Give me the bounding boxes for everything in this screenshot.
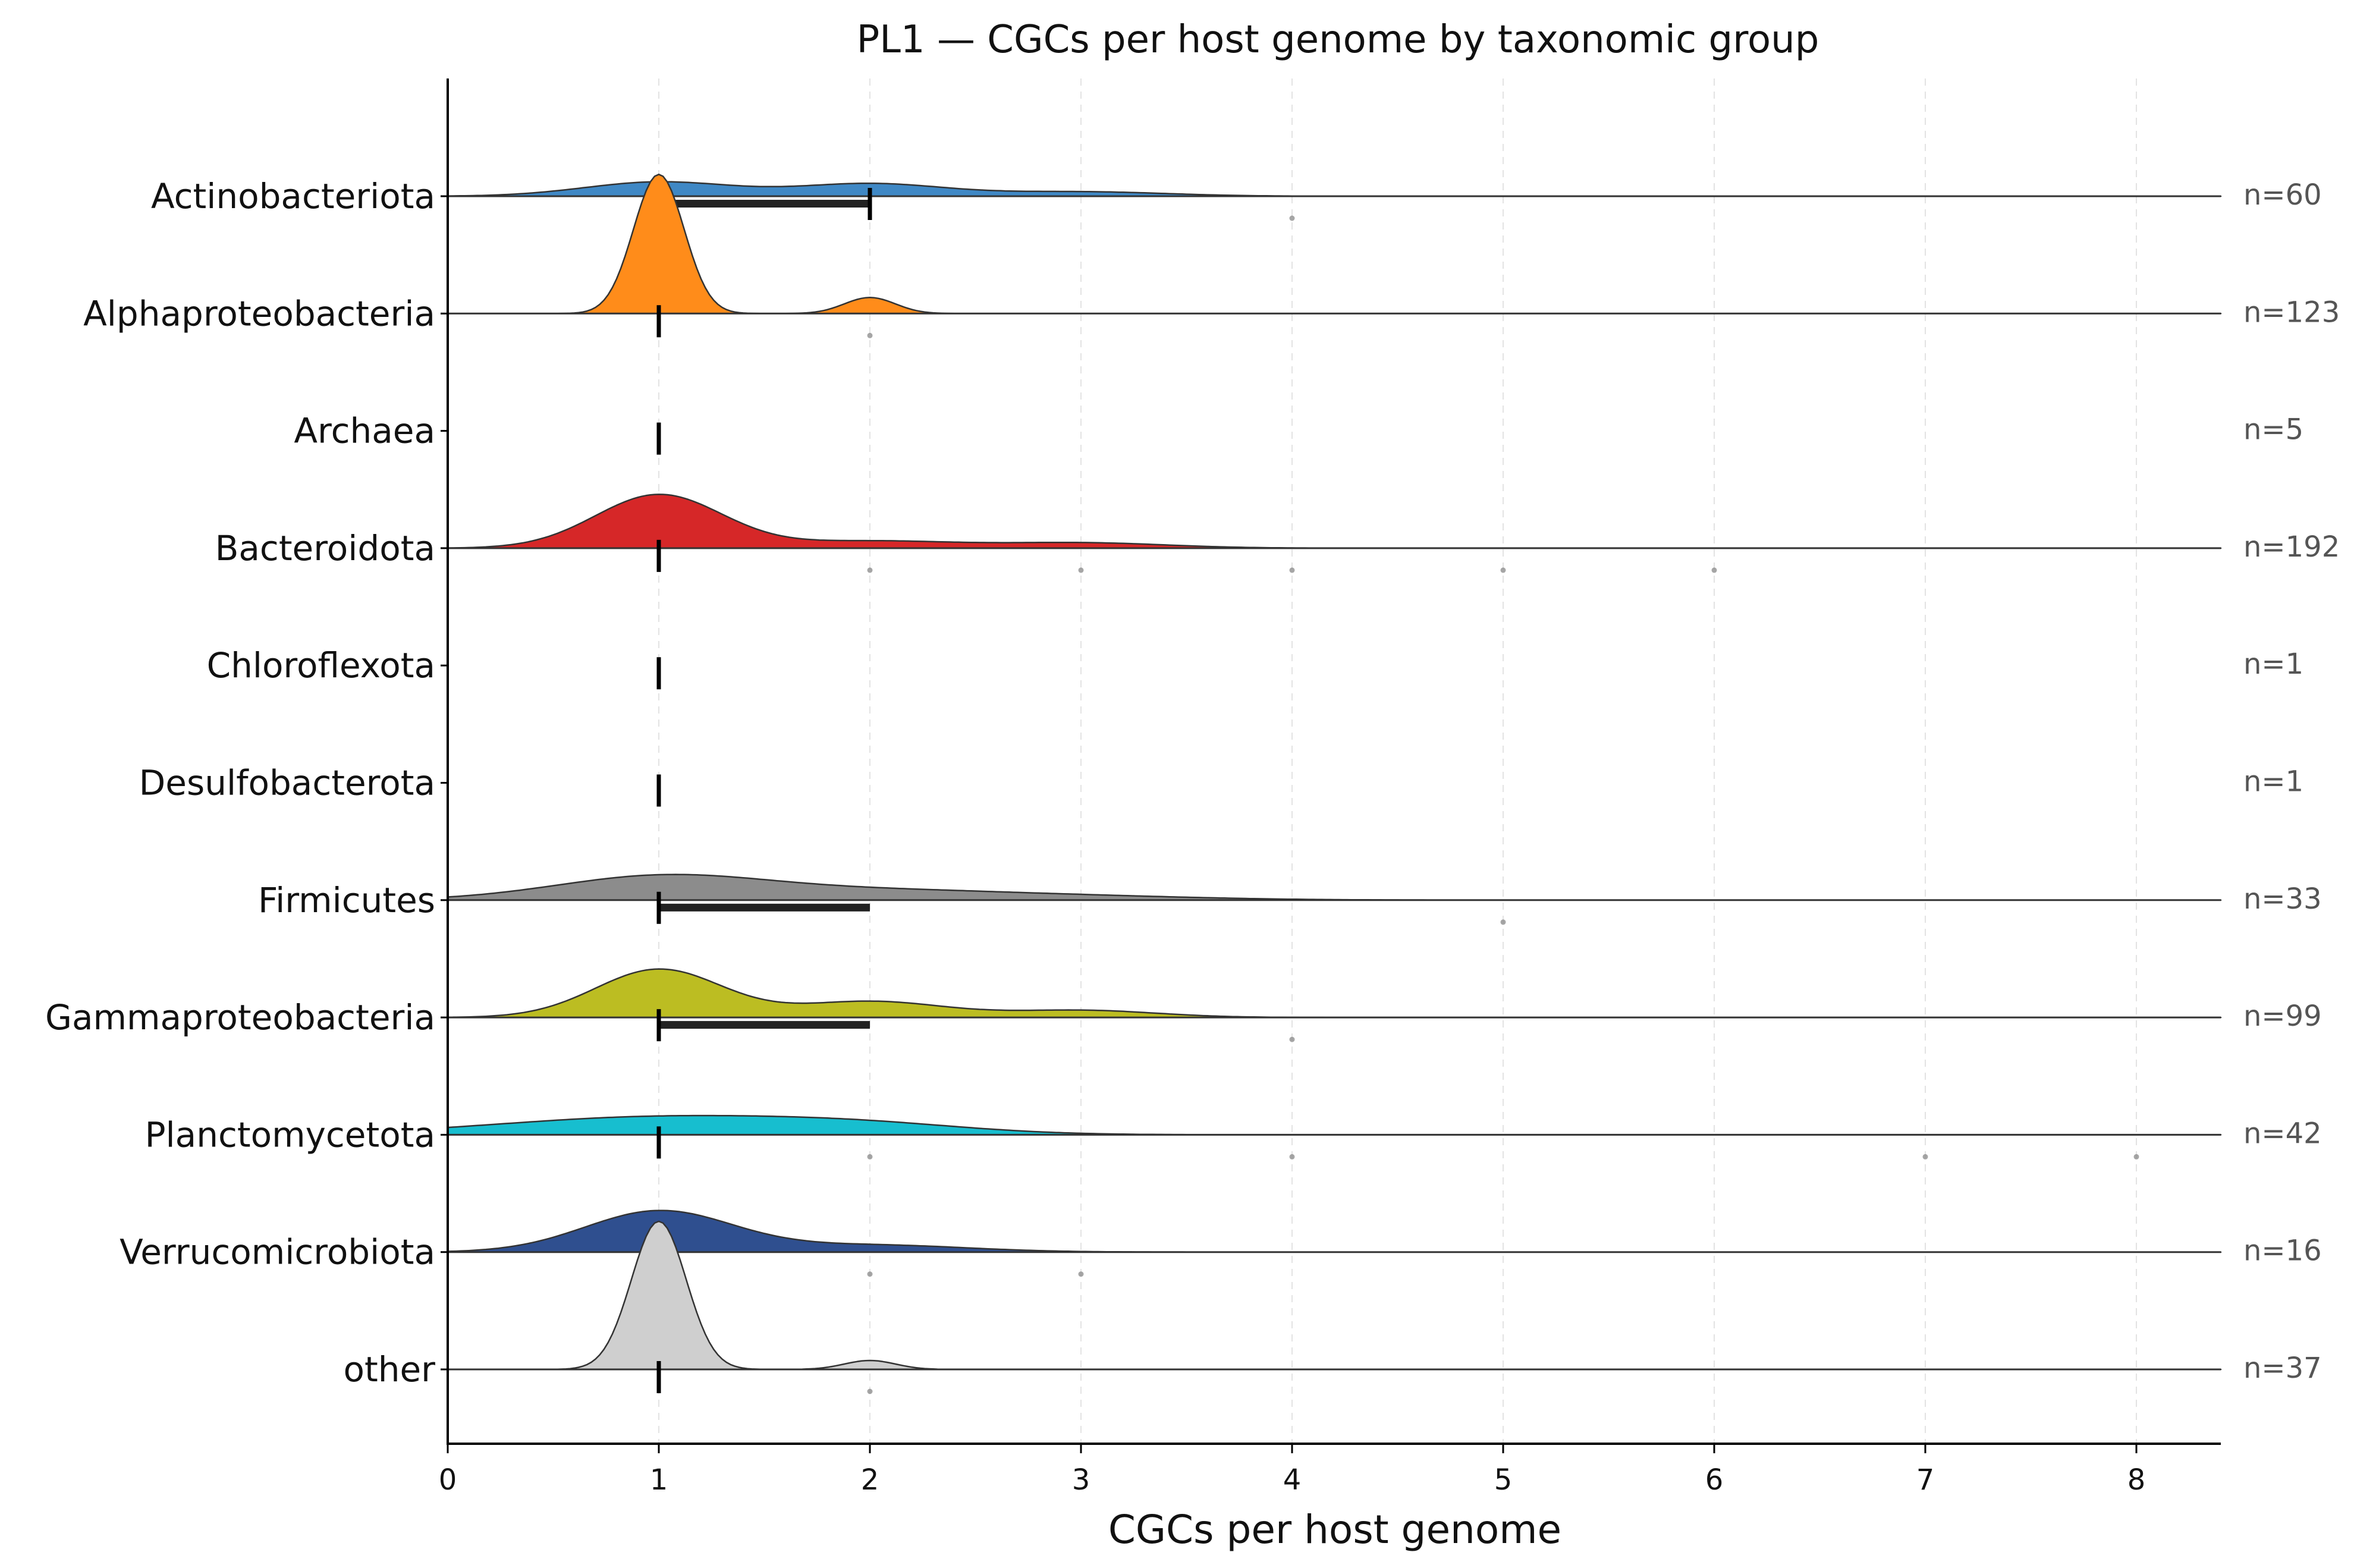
y-tick-label-verrucomicrobiota: Verrucomicrobiota (120, 1232, 435, 1272)
y-tick-label-archaea: Archaea (294, 411, 435, 451)
y-tick-label-desulfobacterota: Desulfobacterota (139, 763, 435, 803)
x-tick-label-4: 4 (1283, 1463, 1302, 1497)
outlier-point (1078, 567, 1084, 573)
ridge-desulfobacterota: n=1 (656, 765, 2303, 807)
n-label-gammaproteobacteria: n=99 (2243, 1000, 2322, 1033)
y-tick-label-actinobacteriota: Actinobacteriota (151, 176, 435, 216)
n-label-other: n=37 (2243, 1352, 2322, 1385)
n-label-verrucomicrobiota: n=16 (2243, 1234, 2322, 1268)
ridge-alphaproteobacteria: n=123 (447, 174, 2340, 338)
iqr-bar-actinobacteriota (659, 200, 870, 208)
outlier-point (1289, 1154, 1295, 1159)
x-tick-label-2: 2 (861, 1463, 879, 1497)
ridge-gammaproteobacteria: n=99 (447, 968, 2322, 1042)
chart-title: PL1 — CGCs per host genome by taxonomic … (857, 18, 1819, 62)
outlier-point (867, 1154, 873, 1159)
outlier-point (1289, 1036, 1295, 1042)
density-actinobacteriota (447, 181, 2222, 197)
ridge-chloroflexota: n=1 (656, 648, 2303, 690)
x-tick-labels: 0 1 2 3 4 5 6 7 8 (439, 1444, 2146, 1497)
x-tick-label-3: 3 (1072, 1463, 1090, 1497)
y-tick-label-planctomycetota: Planctomycetota (145, 1114, 435, 1155)
ridge-planctomycetota: n=42 (447, 1114, 2322, 1159)
x-tick-label-5: 5 (1494, 1463, 1513, 1497)
iqr-bar-firmicutes (659, 903, 870, 912)
n-label-alphaproteobacteria: n=123 (2243, 296, 2340, 329)
outlier-point (867, 332, 873, 338)
x-tick-label-7: 7 (1916, 1463, 1935, 1497)
density-planctomycetota (447, 1114, 2222, 1136)
n-label-chloroflexota: n=1 (2243, 648, 2303, 681)
n-label-desulfobacterota: n=1 (2243, 765, 2303, 799)
ridge-other: n=37 (447, 1220, 2322, 1394)
x-tick-label-0: 0 (439, 1463, 457, 1497)
ridge-archaea: n=5 (656, 413, 2303, 455)
ridge-verrucomicrobiota: n=16 (447, 1209, 2322, 1277)
n-label-planctomycetota: n=42 (2243, 1117, 2322, 1150)
y-tick-label-firmicutes: Firmicutes (258, 880, 435, 920)
density-verrucomicrobiota (447, 1209, 2222, 1253)
outlier-point (1500, 919, 1506, 925)
n-label-bacteroidota: n=192 (2243, 530, 2340, 564)
x-tick-label-1: 1 (650, 1463, 668, 1497)
outlier-point (2133, 1154, 2139, 1159)
x-tick-label-8: 8 (2127, 1463, 2146, 1497)
outlier-point (1711, 567, 1717, 573)
outlier-point (1078, 1271, 1084, 1277)
outlier-point (867, 567, 873, 573)
density-gammaproteobacteria (447, 968, 2222, 1019)
outlier-point (867, 1271, 873, 1277)
y-tick-label-alphaproteobacteria: Alphaproteobacteria (83, 293, 435, 334)
n-label-firmicutes: n=33 (2243, 882, 2322, 916)
outlier-point (1922, 1154, 1928, 1159)
x-tick-label-6: 6 (1705, 1463, 1724, 1497)
n-label-actinobacteriota: n=60 (2243, 178, 2322, 212)
outlier-point (1500, 567, 1506, 573)
n-label-archaea: n=5 (2243, 413, 2303, 447)
y-tick-label-gammaproteobacteria: Gammaproteobacteria (45, 997, 435, 1038)
density-bacteroidota (447, 494, 2222, 549)
y-tick-label-bacteroidota: Bacteroidota (215, 528, 435, 568)
y-tick-label-chloroflexota: Chloroflexota (207, 645, 435, 686)
ridge-actinobacteriota: n=60 (447, 178, 2322, 221)
ridge-bacteroidota: n=192 (447, 494, 2340, 573)
iqr-bar-gammaproteobacteria (659, 1021, 870, 1029)
ridges: n=60 n=123 n=5 n=192 n=1 n=1 n=33 n=99 n=42 n=16 n… (447, 174, 2340, 1394)
x-axis-label: CGCs per host genome (1108, 1507, 1561, 1553)
ridge-firmicutes: n=33 (447, 873, 2322, 925)
outlier-point (1289, 215, 1295, 221)
outlier-point (1289, 567, 1295, 573)
density-firmicutes (447, 873, 2222, 901)
y-tick-labels: Actinobacteriota Alphaproteobacteria Archa… (45, 176, 448, 1390)
y-tick-label-other: other (343, 1349, 435, 1390)
outlier-point (867, 1388, 873, 1394)
